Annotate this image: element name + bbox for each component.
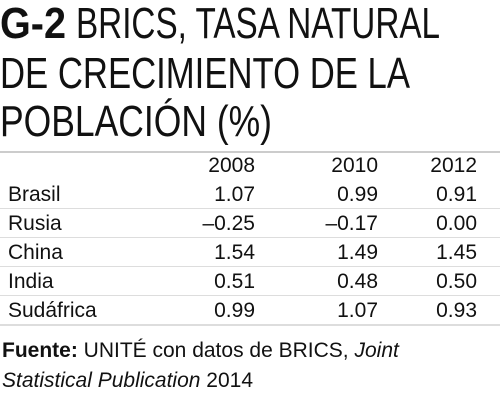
source-label: Fuente: [2, 339, 78, 362]
row-label: Rusia [8, 212, 62, 235]
cell-value: 1.07 [337, 299, 378, 322]
cell-value: 0.48 [337, 270, 378, 293]
cell-value: 0.00 [436, 212, 477, 235]
row-band [0, 238, 500, 266]
column-header: 2012 [430, 154, 477, 177]
row-band [0, 267, 500, 295]
cell-value: 0.51 [214, 270, 255, 293]
row-band [0, 296, 500, 324]
cell-value: 1.45 [436, 241, 477, 264]
graphic: G-2 BRICS, TASA NATURAL DE CRECIMIENTO D… [0, 0, 500, 326]
cell-value: 0.99 [337, 183, 378, 206]
source: Fuente: UNITÉ con datos de BRICS, Joint … [2, 336, 442, 396]
source-publication: Joint Statistical Publication [2, 339, 399, 392]
row-label: China [8, 241, 63, 264]
column-header: 2008 [208, 154, 255, 177]
row-label: Sudáfrica [8, 299, 97, 322]
cell-value: 0.99 [214, 299, 255, 322]
cell-value: 1.54 [214, 241, 255, 264]
row-band [0, 209, 500, 237]
title-line: BRICS, TASA NATURAL [76, 0, 440, 48]
cell-value: 0.50 [436, 270, 477, 293]
row-label: Brasil [8, 183, 61, 206]
row-band [0, 180, 500, 208]
source-text: UNITÉ con datos de BRICS, [83, 339, 349, 362]
cell-value: –0.25 [202, 212, 255, 235]
cell-value: –0.17 [325, 212, 378, 235]
figure-label: G-2 [0, 0, 66, 48]
cell-value: 0.91 [436, 183, 477, 206]
cell-value: 0.93 [436, 299, 477, 322]
cell-value: 1.49 [337, 241, 378, 264]
row-label: India [8, 270, 54, 293]
source-year: 2014 [206, 369, 253, 392]
title-line: DE CRECIMIENTO DE LA [0, 49, 411, 98]
cell-value: 1.07 [214, 183, 255, 206]
title-line: POBLACIÓN (%) [0, 97, 272, 146]
column-header: 2010 [331, 154, 378, 177]
